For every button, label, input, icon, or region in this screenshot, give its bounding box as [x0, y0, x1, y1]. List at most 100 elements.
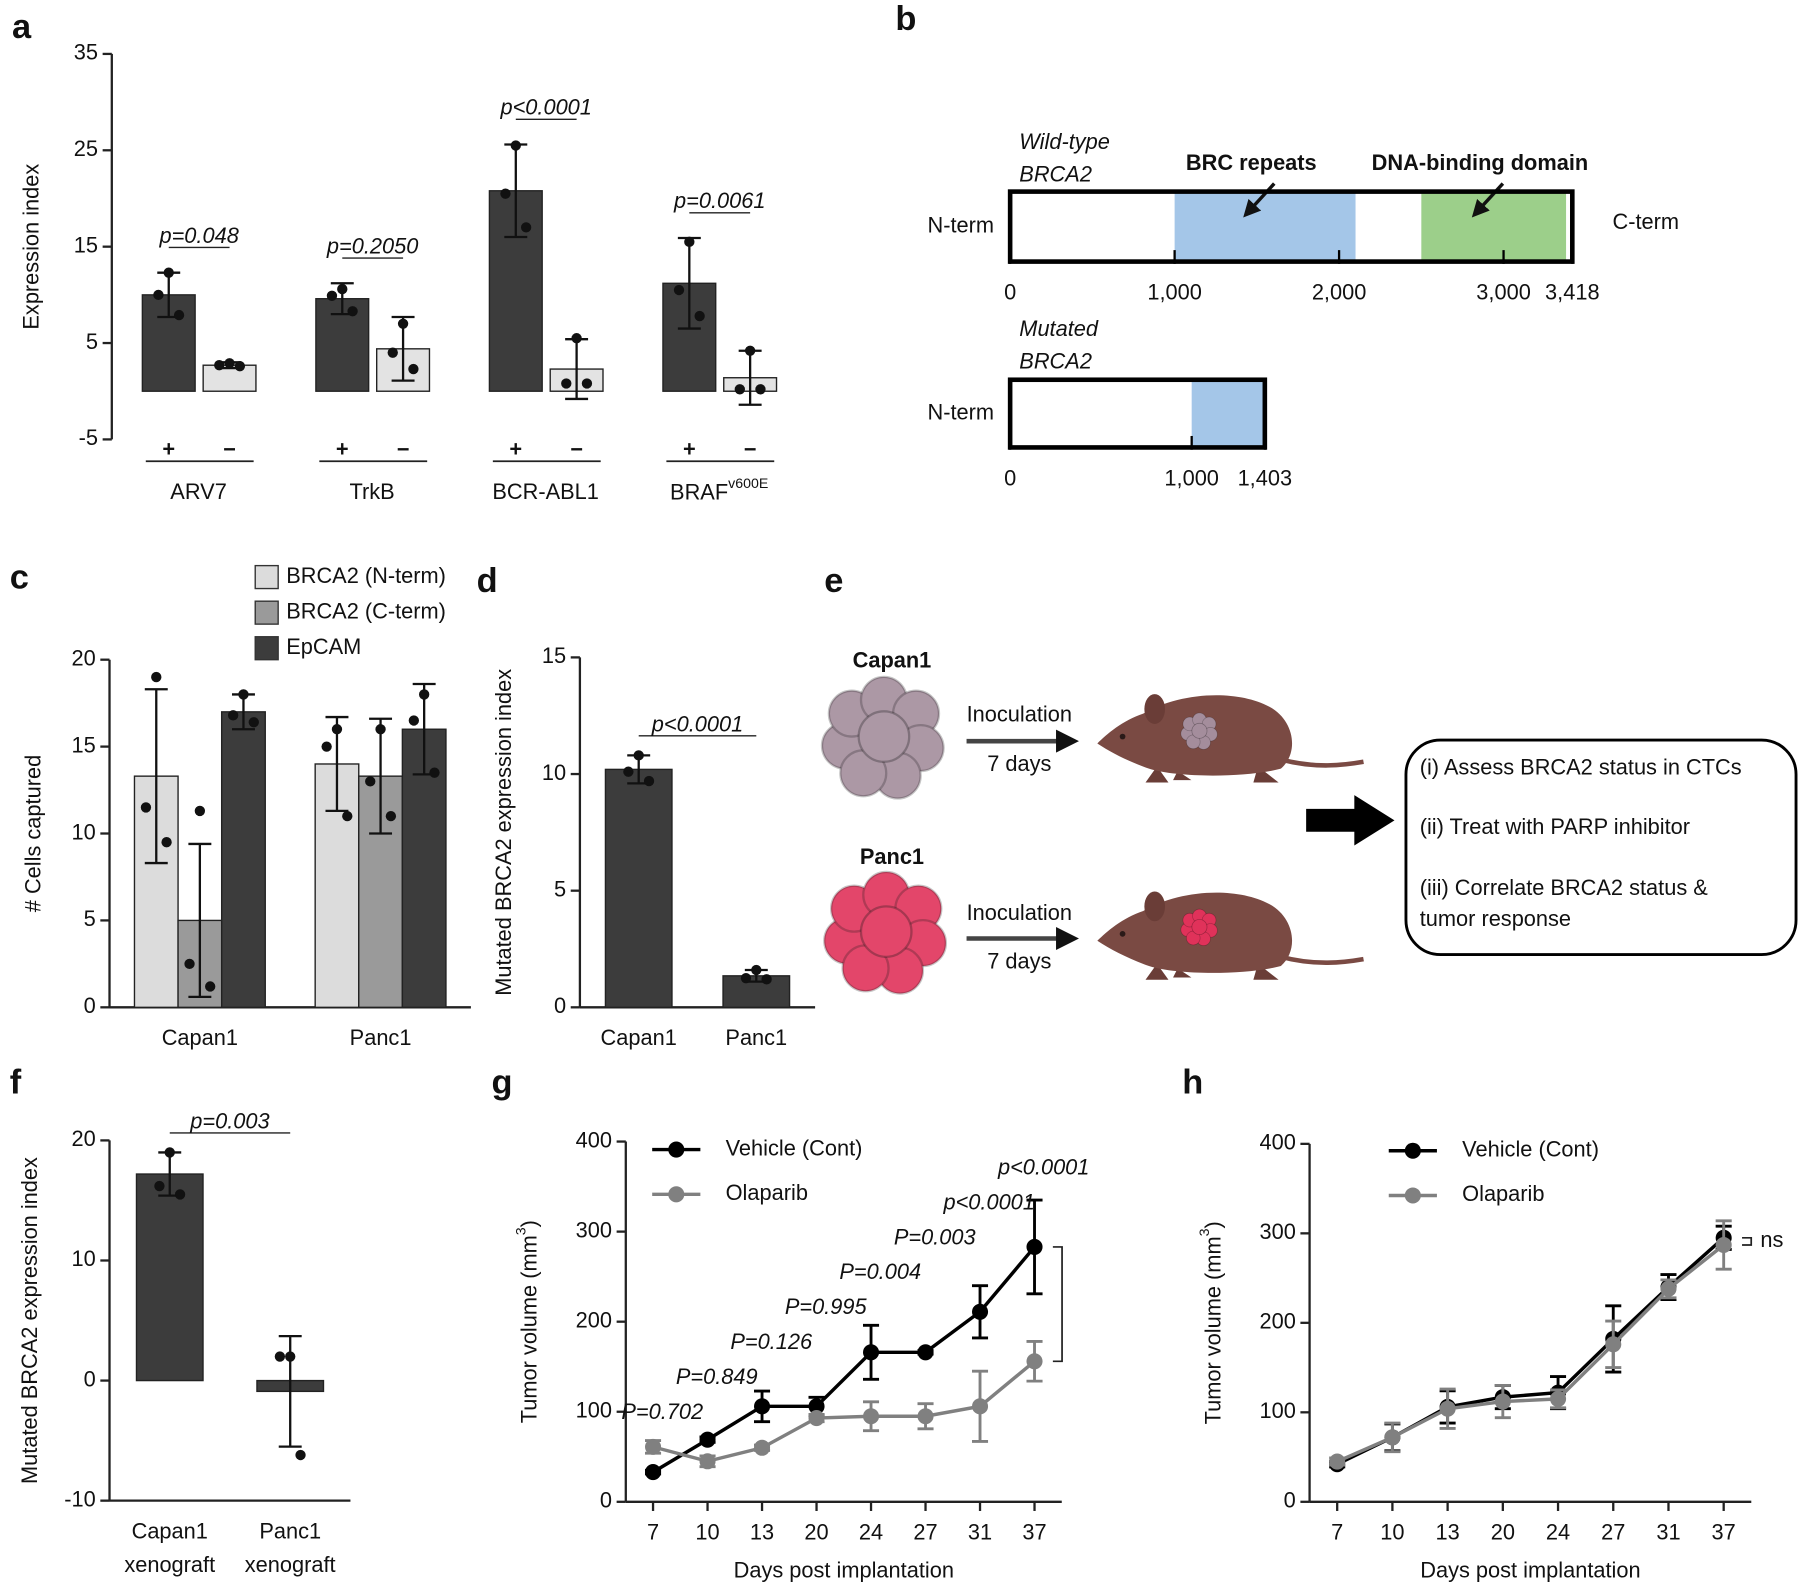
data-point — [347, 306, 358, 317]
protein-outline — [1007, 189, 1575, 264]
terminus-label: N-term — [928, 399, 995, 424]
x-tick-label: Panc1 — [350, 1025, 412, 1050]
x-tick-label-main: BRAF — [670, 479, 728, 504]
data-point — [1550, 1390, 1567, 1407]
data-point — [510, 140, 521, 151]
data-point — [173, 309, 185, 321]
data-point — [917, 1344, 934, 1361]
domain — [1421, 191, 1567, 262]
data-point — [1439, 1400, 1456, 1417]
x-tick-label: 27 — [1601, 1520, 1625, 1545]
data-point — [153, 289, 164, 301]
series-line — [1336, 1243, 1725, 1464]
data-point — [761, 974, 772, 985]
cell-line-name: Capan1 — [853, 648, 932, 673]
y-tick-label: 400 — [576, 1127, 612, 1152]
data-point — [808, 1410, 825, 1427]
data-point — [163, 267, 174, 278]
data-point — [326, 290, 338, 301]
legend-label: Olaparib — [1462, 1181, 1544, 1206]
domain-arrow — [1243, 182, 1276, 218]
track-label: Mutated — [1019, 316, 1099, 341]
step-duration: 7 days — [987, 751, 1051, 776]
series-label: + — [162, 437, 175, 462]
domain — [1174, 191, 1356, 262]
legend-swatch — [254, 636, 279, 661]
data-point — [161, 837, 172, 848]
y-tick-label: 10 — [72, 819, 96, 844]
data-point — [214, 360, 225, 371]
y-tick-label: 25 — [74, 136, 98, 161]
y-tick-label: 5 — [554, 876, 566, 901]
x-tick-label: TrkB — [350, 479, 395, 504]
y-axis-label: Tumor volume (mm3) — [513, 1220, 541, 1423]
panel-letter: f — [10, 1063, 22, 1101]
data-point — [633, 750, 644, 761]
data-point — [429, 767, 440, 778]
x-tick-label: Capan1 — [132, 1519, 208, 1544]
bar — [135, 1173, 204, 1382]
x-tick-label: 31 — [1656, 1520, 1680, 1545]
data-point — [1715, 1236, 1732, 1254]
track-label: BRCA2 — [1019, 161, 1092, 186]
data-point — [755, 384, 766, 395]
data-point — [643, 775, 655, 787]
y-axis-label-main: Tumor volume (mm — [1200, 1236, 1225, 1424]
data-point — [321, 741, 332, 752]
x-tick-label: 13 — [1435, 1520, 1459, 1545]
p-value: p<0.0001 — [942, 1189, 1034, 1214]
x-tick-label: 31 — [968, 1520, 992, 1545]
data-point — [184, 958, 195, 970]
y-tick-label: 100 — [1259, 1398, 1295, 1423]
x-tick-label: 10 — [695, 1520, 719, 1545]
data-point — [699, 1453, 716, 1470]
mouse — [1097, 891, 1363, 979]
data-point — [581, 378, 593, 389]
legend-label: Vehicle (Cont) — [726, 1135, 863, 1160]
x-tick-label: 0 — [1004, 279, 1016, 304]
x-tick-label: Panc1 — [259, 1519, 321, 1544]
data-point — [808, 1398, 825, 1415]
data-point — [205, 981, 216, 992]
series-label: + — [683, 437, 696, 462]
domain — [1191, 379, 1265, 448]
panel-letter: a — [12, 8, 32, 46]
legend-swatch — [254, 564, 279, 590]
data-point — [1384, 1429, 1401, 1446]
data-point — [694, 310, 705, 322]
data-point — [337, 283, 348, 295]
error-bar — [369, 717, 393, 835]
data-point — [397, 318, 409, 329]
y-tick-label: -10 — [64, 1486, 95, 1511]
legend-label: Olaparib — [726, 1180, 808, 1205]
data-point — [571, 333, 582, 344]
y-tick-label: 0 — [1284, 1488, 1296, 1513]
x-tick-label: 37 — [1712, 1520, 1736, 1545]
panel-e: e Capan1 Inoculation 7 days Panc1 Inocul… — [820, 562, 1798, 995]
y-tick-label: 15 — [74, 232, 98, 257]
bar — [220, 711, 266, 1009]
y-tick-label: 300 — [576, 1217, 612, 1242]
data-point — [295, 1449, 306, 1461]
y-axis-label: # Cells captured — [21, 755, 46, 912]
x-tick-label: 24 — [1546, 1520, 1570, 1545]
x-tick-label: 10 — [1380, 1520, 1404, 1545]
terminus-label: N-term — [928, 212, 995, 237]
x-tick-label: xenograft — [124, 1552, 215, 1577]
x-tick-label-superscript: v600E — [728, 476, 768, 492]
y-tick-label: 100 — [576, 1397, 612, 1422]
data-point — [375, 724, 386, 735]
legend-marker — [1404, 1187, 1421, 1204]
p-value: P=0.702 — [621, 1399, 703, 1424]
y-tick-label: 10 — [542, 760, 566, 785]
data-point — [365, 776, 376, 787]
data-point — [224, 358, 235, 369]
step-label: Inoculation — [967, 702, 1072, 727]
data-point — [862, 1408, 880, 1425]
p-value: P=0.004 — [839, 1259, 921, 1284]
x-tick-label: Panc1 — [725, 1025, 787, 1050]
series-label: − — [397, 437, 410, 462]
data-point — [408, 715, 419, 726]
y-tick-label: 20 — [72, 645, 96, 670]
